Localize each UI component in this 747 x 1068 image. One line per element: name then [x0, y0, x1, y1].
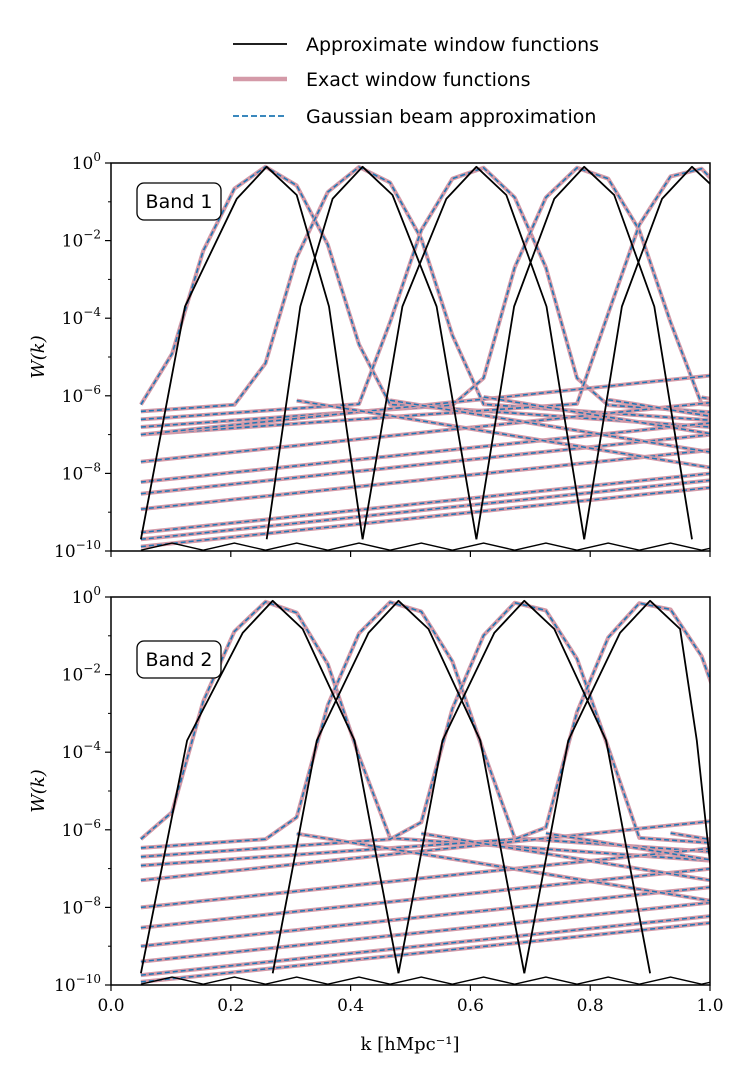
exact-window-peak-1 [140, 165, 710, 423]
y-tick-label: 10−2 [62, 228, 101, 252]
gauss-window-low-2 [140, 422, 710, 483]
approx-window-3 [523, 599, 710, 974]
approx-window-2 [361, 165, 586, 540]
gauss-window-low-1 [140, 847, 710, 909]
gauss-window-low-6 [140, 479, 710, 541]
top-y-axis-label: W(k) [28, 335, 49, 378]
plot-panel-band-1: 100 10−2 10−4 10−6 10−8 10−10 W(k) Band 1 [28, 150, 711, 562]
band-1-label: Band 1 [146, 191, 213, 213]
gauss-window-tail-2 [545, 832, 710, 861]
gauss-window-peak-0 [140, 601, 710, 862]
bottom-curves [139, 599, 710, 985]
band-1-box [136, 182, 222, 221]
gauss-window-low-4 [140, 901, 710, 963]
bottom-y-ticks: 100 10−2 10−4 10−6 10−8 10−10 [54, 584, 111, 996]
gauss-window-tail-0 [296, 832, 710, 902]
x-tick-label: 0.6 [457, 996, 484, 1016]
plot-panel-band-2: 100 10−2 10−4 10−6 10−8 10−10 0.0 0.2 0.4 0.6 0.8… [28, 584, 724, 1055]
y-tick-label: 10−6 [62, 383, 101, 407]
approx-window-4 [583, 165, 710, 540]
x-tick-label: 0.4 [337, 996, 364, 1016]
y-tick-label: 10−8 [62, 894, 101, 918]
approx-window-0 [140, 165, 364, 540]
band-2-box [136, 640, 222, 679]
y-tick-label: 10−4 [62, 305, 102, 329]
x-tick-label: 0.0 [97, 996, 124, 1016]
band-1-annotation: Band 1 [136, 182, 222, 221]
x-axis-label: k [hMpc⁻¹] [360, 1034, 459, 1055]
y-tick-label: 10−6 [62, 817, 101, 841]
x-tick-label: 0.2 [217, 996, 244, 1016]
exact-window-tail-1 [420, 831, 710, 883]
top-x-ticks [110, 551, 711, 557]
bottom-x-ticks: 0.0 0.2 0.4 0.6 0.8 1.0 [97, 985, 724, 1016]
y-tick-label: 100 [72, 150, 101, 174]
gauss-window-low-6 [140, 922, 710, 983]
legend-approx-label: Approximate window functions [306, 34, 599, 56]
gauss-window-tail-0 [296, 399, 710, 469]
gauss-window-low-2 [140, 867, 710, 929]
curve-group [139, 164, 710, 551]
gauss-window-low-5 [140, 472, 710, 534]
y-tick-label: 10−4 [62, 739, 102, 763]
legend-exact-label: Exact window functions [306, 69, 530, 91]
approx-window-2 [397, 599, 651, 974]
gauss-window-peak-3 [140, 602, 710, 867]
gauss-window-tail-3 [670, 832, 710, 841]
gauss-window-low-7 [140, 486, 710, 548]
x-tick-label: 1.0 [696, 996, 723, 1016]
y-tick-label: 10−10 [54, 538, 101, 562]
top-y-ticks: 100 10−2 10−4 10−6 10−8 10−10 [54, 150, 111, 562]
gauss-window-tail-2 [483, 396, 710, 435]
y-tick-label: 100 [72, 584, 101, 608]
gauss-window-peak-2 [140, 601, 710, 858]
approx-window-0 [140, 599, 400, 974]
gauss-window-low-0 [140, 820, 710, 882]
gauss-window-low-4 [140, 449, 710, 510]
approx-window-low [140, 542, 710, 551]
gauss-window-low-3 [140, 886, 710, 947]
y-tick-label: 10−2 [62, 662, 101, 686]
exact-window-tail-3 [607, 397, 710, 419]
band-2-annotation: Band 2 [136, 640, 222, 679]
legend: Approximate window functions Exact windo… [233, 34, 599, 128]
gauss-window-low-3 [140, 433, 710, 495]
top-curves [139, 164, 710, 551]
gauss-window-tail-1 [389, 399, 710, 453]
y-tick-label: 10−8 [62, 460, 101, 484]
approx-window-3 [475, 165, 693, 540]
gauss-window-low-0 [140, 374, 710, 436]
gauss-window-peak-3 [140, 167, 710, 428]
approx-window-1 [271, 599, 526, 974]
x-tick-label: 0.8 [577, 996, 604, 1016]
y-tick-label: 10−10 [54, 972, 101, 996]
approx-window-1 [265, 165, 478, 540]
bottom-y-axis-label: W(k) [28, 769, 49, 812]
curve-group [139, 599, 710, 985]
band-2-label: Band 2 [146, 649, 213, 671]
legend-gauss-label: Gaussian beam approximation [306, 106, 596, 128]
gauss-window-low-5 [140, 915, 710, 976]
approx-window-low [140, 976, 710, 985]
